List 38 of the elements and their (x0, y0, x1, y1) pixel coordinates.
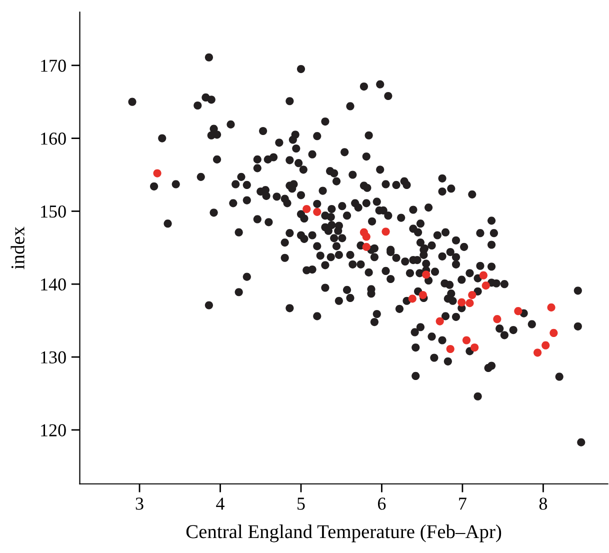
point (547, 303, 556, 312)
point (533, 348, 542, 357)
point (462, 336, 471, 344)
point (458, 298, 466, 306)
y-tick-label: 120 (41, 424, 66, 436)
point (482, 282, 490, 290)
point (514, 307, 522, 316)
x-tick-label: 4 (216, 498, 224, 510)
point (446, 344, 454, 354)
point (302, 204, 311, 214)
y-tick-label: 150 (41, 205, 66, 218)
x-axis-title: Central England Temperature (Feb–Apr) (186, 524, 502, 542)
point (542, 341, 550, 350)
point (418, 290, 427, 300)
point (362, 232, 370, 241)
point (382, 228, 390, 236)
y-tick-label: 170 (41, 60, 66, 72)
y-tick-label: 140 (41, 278, 66, 291)
point (470, 343, 479, 352)
point (436, 317, 444, 326)
x-tick-label: 8 (539, 498, 548, 510)
y-tick-label: 130 (41, 351, 66, 364)
x-tick-label: 3 (136, 498, 144, 510)
point (550, 328, 558, 338)
point (479, 271, 488, 280)
point (466, 299, 474, 308)
x-tick-label: 6 (378, 498, 386, 510)
x-tick-label: 5 (298, 498, 305, 510)
point (313, 208, 322, 216)
point (408, 294, 416, 303)
point (153, 169, 162, 178)
point (362, 242, 370, 251)
x-tick-label: 7 (459, 498, 466, 510)
point (422, 270, 430, 279)
point (493, 315, 502, 324)
y-tick-label: 160 (41, 132, 66, 145)
point (468, 290, 476, 300)
y-axis-title: index (10, 226, 24, 270)
